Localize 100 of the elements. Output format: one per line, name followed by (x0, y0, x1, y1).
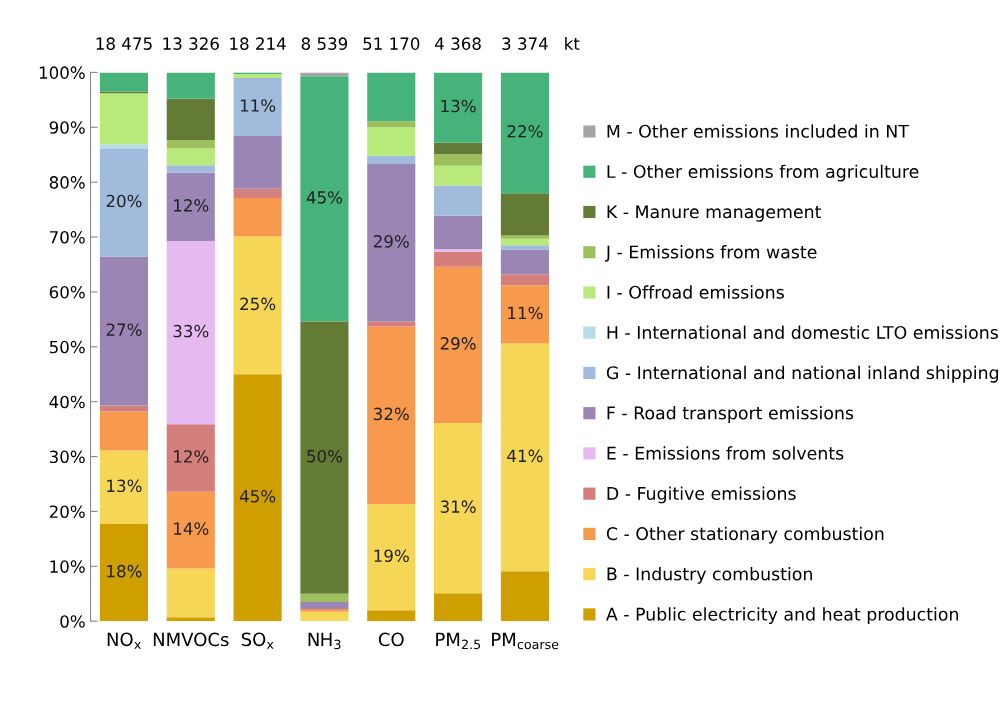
bar (166, 240, 215, 425)
bar (434, 154, 483, 166)
legend-label: G - International and national inland shipping (606, 365, 999, 383)
y-tick-label: 20% (49, 505, 85, 518)
data-label: 29% (440, 337, 476, 350)
bar (166, 98, 215, 140)
data-label: 13% (107, 479, 142, 493)
bar (434, 593, 483, 622)
legend-label: F - Road transport emissions (607, 406, 854, 423)
bar (500, 571, 549, 622)
legend-label: E - Emissions from solvents (607, 446, 844, 460)
bar (367, 610, 416, 622)
bar (166, 172, 215, 241)
data-label: 33% (173, 324, 209, 338)
data-label: 14% (174, 522, 209, 535)
legend-label: B - Industry combustion (607, 567, 812, 584)
legend-label: D - Fugitive emissions (607, 486, 796, 504)
bar (500, 238, 549, 246)
text: 8 539 (301, 37, 348, 50)
bar (166, 424, 215, 492)
y-tick-label: 70% (50, 231, 85, 244)
data-label: 32% (374, 407, 409, 421)
bar (434, 72, 483, 143)
bar (434, 251, 483, 267)
bar (367, 72, 416, 122)
legend-label: I - Offroad emissions (607, 285, 784, 299)
bar (500, 193, 549, 236)
bar (300, 601, 349, 610)
bar (166, 139, 215, 149)
bar (367, 127, 416, 156)
bar (233, 136, 282, 189)
bar (500, 235, 549, 239)
data-label: 31% (440, 500, 476, 513)
text: 3 374 (502, 37, 548, 50)
x-tick-label: PM$_{2.5}$ (436, 632, 481, 650)
bar (166, 165, 215, 173)
bar (99, 93, 149, 145)
x-tick-label: NO$_{x}$ (107, 632, 141, 649)
bar (367, 326, 416, 505)
y-tick-label: 30% (49, 450, 85, 464)
data-label: 45% (306, 191, 343, 204)
y-tick-label: 100% (39, 66, 85, 79)
bar (500, 249, 549, 275)
y-tick-label: 10% (50, 560, 85, 573)
data-label: 25% (240, 297, 276, 311)
legend-label: K - Manure management (607, 205, 822, 222)
data-label: 22% (507, 125, 543, 138)
y-tick-label: 60% (49, 285, 85, 299)
bar (434, 249, 483, 252)
data-label: 11% (508, 306, 543, 320)
bar (434, 165, 483, 186)
y-tick-label: 50% (49, 340, 85, 354)
text: 51 170 (363, 37, 420, 50)
bar (367, 164, 416, 322)
y-tick-label: 40% (49, 395, 85, 409)
data-label: 13% (441, 99, 476, 113)
bar (300, 611, 349, 622)
bar (99, 256, 149, 406)
bar (434, 215, 483, 250)
y-tick-label: 90% (49, 121, 85, 134)
bar (367, 504, 416, 611)
text: kt (565, 37, 580, 50)
legend-label: A - Public electricity and heat production (606, 607, 958, 625)
data-label: 27% (106, 323, 142, 336)
x-tick-label: PM$_{coarse}$ (492, 632, 559, 650)
bar (434, 266, 483, 424)
text: 13 326 (163, 37, 219, 50)
x-tick-label: NMVOCs (153, 632, 229, 647)
y-tick-label: 0% (60, 615, 85, 628)
bar (166, 617, 215, 622)
legend-label: C - Other stationary combustion (606, 526, 884, 544)
bar (166, 148, 215, 166)
data-label: 20% (106, 194, 142, 208)
legend-label: J - Emissions from waste (604, 245, 817, 262)
text: 18 475 (96, 37, 152, 50)
bar (99, 144, 149, 149)
bar (166, 72, 215, 99)
bar (434, 185, 483, 216)
bar (233, 374, 282, 622)
data-label: 18% (107, 564, 142, 578)
data-label: 41% (507, 449, 543, 463)
bar (300, 76, 349, 322)
bar (367, 155, 416, 165)
bar (500, 274, 549, 286)
bar (99, 450, 149, 525)
data-label: 11% (240, 99, 276, 112)
bar (434, 423, 483, 594)
y-tick-label: 80% (49, 176, 85, 189)
data-label: 45% (239, 489, 276, 503)
bar (367, 121, 416, 128)
bar (99, 411, 149, 451)
bar (166, 568, 215, 618)
bar (166, 491, 215, 569)
text: 4 368 (435, 37, 481, 50)
data-label: 12% (174, 199, 209, 212)
x-tick-label: SO$_{x}$ (241, 632, 274, 649)
legend-label: M - Other emissions included in NT (607, 124, 909, 138)
data-label: 19% (374, 549, 409, 563)
bar (233, 77, 282, 137)
bar (99, 524, 149, 622)
